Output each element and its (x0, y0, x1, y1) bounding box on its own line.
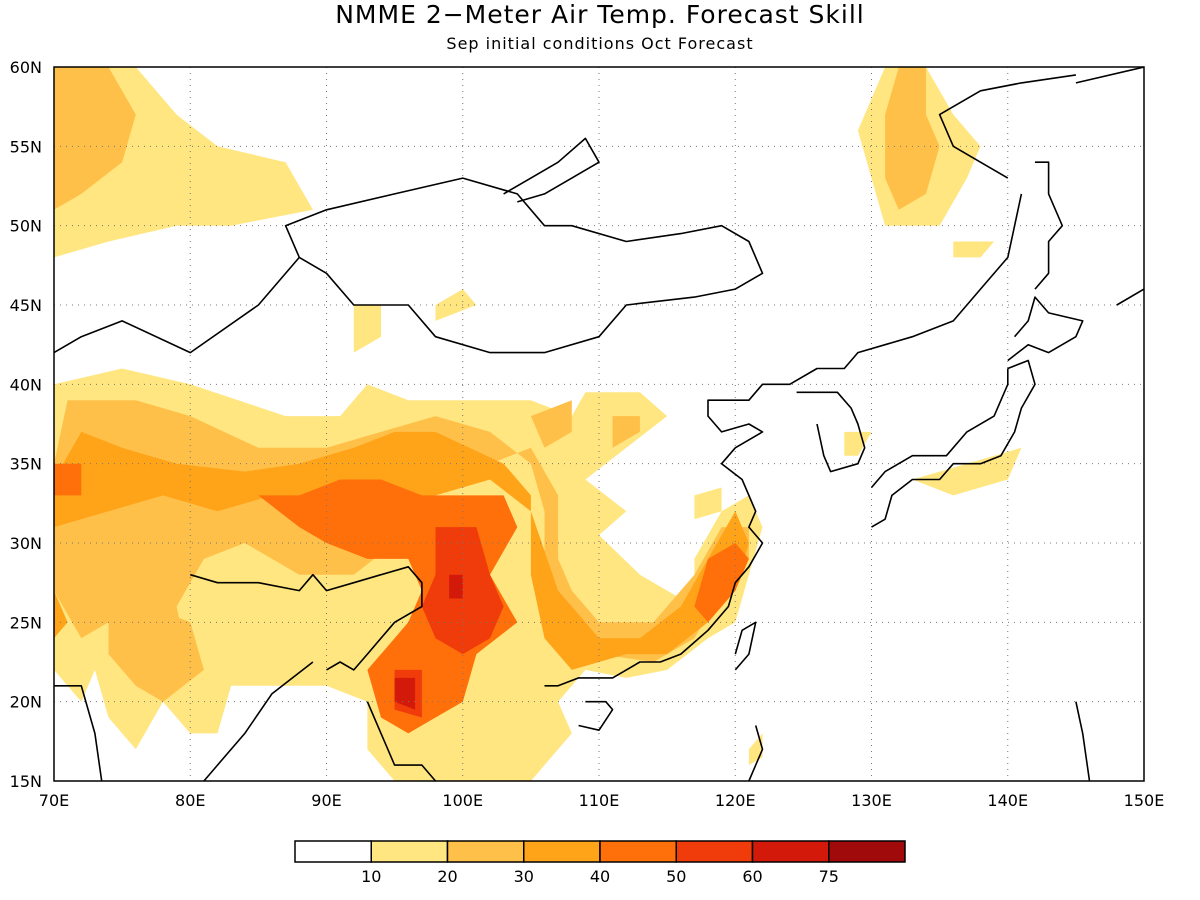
skill-region-level-2 (530, 400, 572, 448)
colorbar-label: 20 (437, 867, 457, 886)
colorbar-bin (828, 840, 906, 863)
lon-tick-label: 80E (175, 791, 205, 810)
colorbar-label: 40 (590, 867, 610, 886)
lat-tick-label: 45N (10, 296, 42, 315)
map-title: NMME 2−Meter Air Temp. Forecast Skill (335, 0, 865, 29)
lat-tick-label: 20N (10, 693, 42, 712)
lat-tick-label: 60N (10, 58, 42, 77)
coastline (1075, 701, 1091, 782)
skill-region-level-4 (54, 463, 82, 496)
lat-tick-label: 55N (10, 137, 42, 156)
coastline (54, 684, 103, 782)
skill-region-level-3 (54, 431, 749, 670)
colorbar (294, 840, 906, 863)
skill-region-level-1 (435, 289, 477, 321)
coastline (870, 368, 1009, 489)
colorbar-label: 60 (742, 867, 762, 886)
colorbar-label: 10 (361, 867, 381, 886)
coastline (871, 359, 1036, 528)
colorbar-bin (751, 840, 830, 863)
colorbar-bin (523, 840, 601, 863)
skill-region-level-1 (844, 431, 872, 456)
colorbar-label: 50 (666, 867, 686, 886)
skill-region-level-1 (694, 487, 722, 520)
lat-tick-label: 15N (10, 772, 42, 791)
coastline-layer (53, 66, 1145, 782)
coastline (578, 700, 614, 732)
skill-region-level-1 (748, 733, 763, 766)
coastline (53, 177, 764, 354)
coastline (503, 137, 600, 203)
lon-tick-label: 140E (987, 791, 1028, 810)
lon-tick-label: 120E (715, 791, 756, 810)
longitude-tick-labels: 70E 80E 90E 100E 110E 120E 130E 140E 150E (39, 791, 1165, 810)
coastline (796, 391, 866, 473)
skill-region-level-2 (54, 67, 136, 210)
lon-tick-label: 100E (442, 791, 483, 810)
coastline (1075, 66, 1145, 84)
colorbar-bin (294, 840, 372, 863)
skill-region-level-3 (54, 590, 68, 639)
colorbar-label: 75 (819, 867, 839, 886)
lat-tick-label: 40N (10, 375, 42, 394)
coastline (938, 74, 1077, 179)
colorbar-label: 30 (514, 867, 534, 886)
map-frame (53, 66, 1145, 782)
coastline (1034, 161, 1064, 290)
gridline-layer (54, 67, 1144, 781)
lon-tick-label: 90E (311, 791, 341, 810)
skill-region-level-1 (953, 241, 995, 258)
lat-tick-label: 30N (10, 534, 42, 553)
skill-region-level-2 (54, 400, 749, 670)
skill-region-level-2 (612, 416, 640, 448)
skill-region-level-6 (449, 574, 463, 599)
coastline (366, 701, 437, 782)
latitude-tick-labels: 15N 20N 25N 30N 35N 40N 45N 50N 55N 60N (10, 58, 42, 791)
skill-region-level-4 (694, 543, 749, 623)
coastline (1116, 288, 1145, 306)
lon-tick-label: 150E (1124, 791, 1165, 810)
lat-tick-label: 25N (10, 613, 42, 632)
coastline (748, 725, 764, 782)
coastline (1007, 296, 1084, 362)
lat-tick-label: 50N (10, 217, 42, 236)
colorbar-bin (370, 840, 449, 863)
coastline (734, 621, 757, 671)
lon-tick-label: 70E (39, 791, 69, 810)
skill-shading-layer (54, 67, 1022, 781)
skill-region-level-2 (885, 67, 940, 210)
coastline (203, 661, 314, 782)
colorbar-bin (675, 840, 754, 863)
colorbar-labels: 10 20 30 40 50 60 75 (361, 867, 839, 886)
lat-tick-label: 35N (10, 455, 42, 474)
skill-region-level-1 (353, 305, 381, 353)
lon-tick-label: 130E (851, 791, 892, 810)
coastline (190, 565, 423, 671)
skill-region-level-1 (912, 447, 1022, 496)
colorbar-bin (599, 840, 677, 863)
lon-tick-label: 110E (579, 791, 620, 810)
colorbar-bin (446, 840, 525, 863)
skill-region-level-2 (108, 590, 204, 702)
map-subtitle: Sep initial conditions Oct Forecast (446, 34, 754, 53)
coastline (544, 193, 1023, 687)
skill-region-level-6 (394, 677, 416, 710)
